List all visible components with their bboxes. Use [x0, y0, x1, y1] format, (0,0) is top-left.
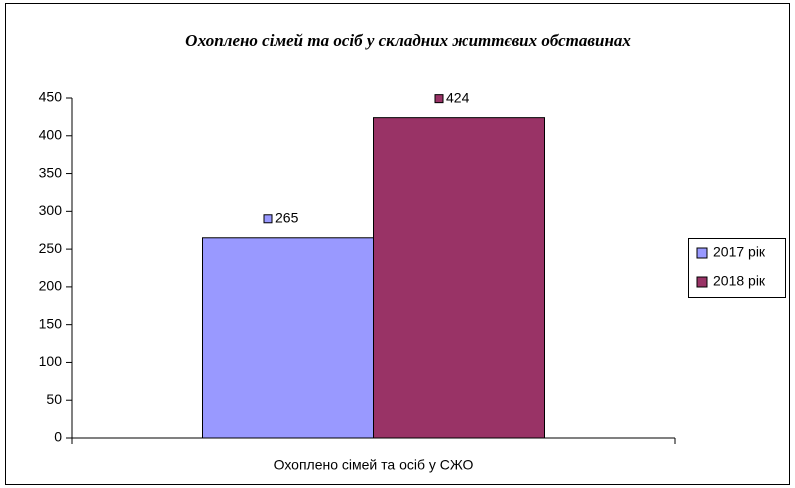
y-tick-label: 450: [39, 89, 63, 105]
bar: [373, 117, 545, 439]
y-tick-label: 350: [39, 164, 63, 180]
y-tick-label: 250: [39, 240, 63, 256]
chart-title: Охоплено сімей та осіб у складних життєв…: [185, 31, 631, 50]
label-key: [434, 94, 444, 104]
y-tick-label: 150: [39, 315, 63, 331]
y-tick-label: 100: [39, 353, 63, 369]
legend-key: [696, 276, 708, 288]
legend-key: [696, 247, 708, 259]
label-key: [263, 214, 273, 224]
data-label: 424: [446, 89, 470, 105]
y-tick-label: 0: [54, 429, 62, 445]
x-tick-label: Охоплено сімей та осіб у СЖО: [274, 457, 474, 473]
legend-label: 2018 рік: [713, 273, 766, 289]
legend-label: 2017 рік: [713, 244, 766, 260]
legend-box: [688, 238, 786, 298]
bar: [202, 237, 374, 439]
y-tick-label: 400: [39, 126, 63, 142]
y-tick-label: 50: [46, 391, 62, 407]
y-tick-label: 200: [39, 278, 63, 294]
y-tick-label: 300: [39, 202, 63, 218]
data-label: 265: [275, 209, 299, 225]
